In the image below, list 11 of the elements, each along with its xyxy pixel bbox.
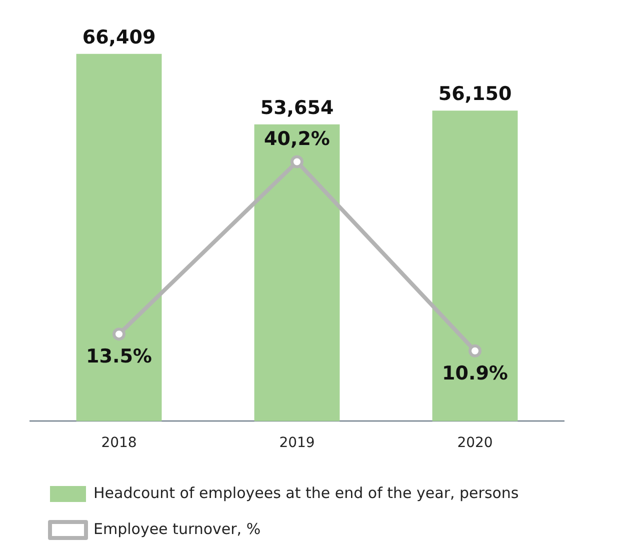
- data-label: 10.9%: [442, 362, 508, 384]
- x-tick-label: 2018: [101, 435, 137, 452]
- legend-label: Headcount of employees at the end of the year, persons: [94, 484, 519, 502]
- data-label: 53,654: [260, 96, 334, 119]
- legend-label: Employee turnover, %: [94, 520, 261, 538]
- data-label: 13.5%: [86, 346, 152, 368]
- data-label: 40,2%: [264, 128, 330, 150]
- data-label: 66,409: [82, 26, 156, 48]
- data-label: 56,150: [438, 83, 512, 106]
- x-tick-label: 2019: [279, 435, 315, 452]
- x-tick-label: 2020: [457, 435, 493, 452]
